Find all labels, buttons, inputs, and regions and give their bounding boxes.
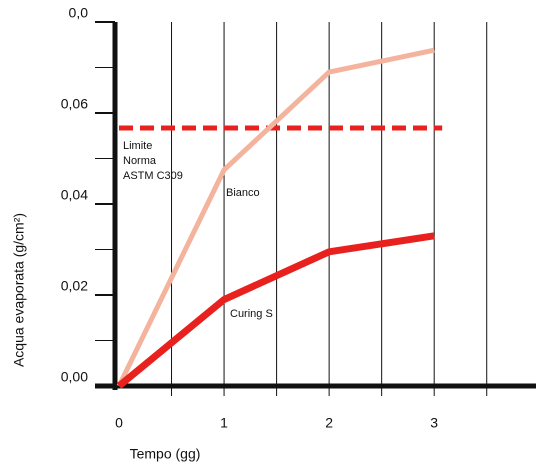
series-line xyxy=(116,232,435,389)
y-tick-label: 0,00 xyxy=(61,369,88,385)
y-tick-label: 0,06 xyxy=(61,96,88,112)
series-label: Bianco xyxy=(226,187,260,199)
x-tick-label: 0 xyxy=(115,415,123,431)
x-tick-label: 3 xyxy=(430,415,438,431)
y-tick-label: 0,0 xyxy=(69,5,89,21)
y-axis-label: Acqua evaporata (g/cm²) xyxy=(11,213,27,367)
x-tick-label: 2 xyxy=(325,415,333,431)
limit-label: ASTM C309 xyxy=(123,170,183,182)
limit-label: Norma xyxy=(123,155,157,167)
series-label: Curing S xyxy=(230,308,273,320)
y-tick-label: 0,02 xyxy=(61,278,88,294)
x-tick-label: 1 xyxy=(220,415,228,431)
x-axis-label: Tempo (gg) xyxy=(130,446,201,462)
limit-label: Limite xyxy=(123,140,152,152)
series-line xyxy=(116,47,435,388)
y-tick-label: 0,04 xyxy=(61,187,88,203)
